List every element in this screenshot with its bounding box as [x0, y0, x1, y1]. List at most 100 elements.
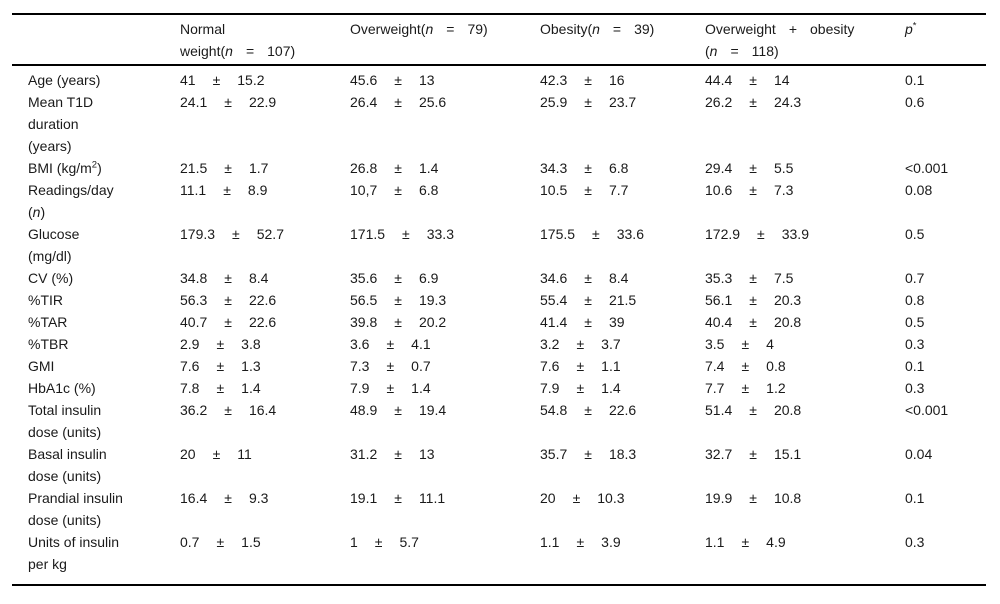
value-cell: 35.3 ±7.5: [705, 267, 905, 289]
plus-minus-sign: ±: [576, 380, 585, 396]
mean-value: 172.9: [705, 226, 741, 242]
p-value-cell: 0.3: [905, 333, 986, 355]
row-label-text: Age (years): [28, 72, 101, 88]
row-label-text: Readings/day: [28, 182, 114, 198]
row-label-text: n: [32, 204, 41, 220]
row-label-text: ): [97, 160, 102, 176]
row-label-line: Age (years): [28, 69, 180, 91]
row-label-text: per kg: [28, 556, 67, 572]
row-label: BMI (kg/m2): [28, 157, 180, 179]
table-body: Age (years) 41 ±15.2 45.6 ±13 42.3 ±16 44.4 ±14 0…: [12, 66, 986, 584]
value-cell: 7.6 ±1.3: [180, 355, 350, 377]
plus-minus-sign: ±: [232, 226, 240, 242]
row-label-line: %TBR: [28, 333, 180, 355]
mean-value: 32.7: [705, 446, 733, 462]
mean-value: 7.4: [705, 358, 725, 374]
header-text: Normal: [180, 21, 226, 37]
p-value-cell: 0.1: [905, 69, 986, 91]
value-cell: 34.3 ±6.8: [540, 157, 705, 179]
p-value-cell: 0.08: [905, 179, 986, 201]
sd-value: 15.2: [237, 72, 265, 88]
plus-minus-sign: ±: [224, 292, 232, 308]
row-label-line: duration: [28, 113, 180, 135]
table-header-row: Normal weight(n = 107) Overweight(n = 79) Obesi…: [12, 15, 986, 64]
mean-value: 45.6: [350, 72, 378, 88]
row-label-text: 2: [91, 159, 98, 171]
row-label-line: %TIR: [28, 289, 180, 311]
sd-value: 5.5: [773, 160, 794, 176]
plus-minus-sign: ±: [402, 226, 410, 242]
sd-value: 8.4: [248, 270, 269, 286]
row-label: Readings/day (n): [28, 179, 180, 223]
mean-value: 7.6: [180, 358, 200, 374]
header-token: =: [246, 40, 254, 62]
sd-value: 8.4: [608, 270, 629, 286]
mean-value: 7.6: [540, 358, 560, 374]
row-label-text: BMI (kg/m: [28, 160, 92, 176]
value-cell: 29.4 ±5.5: [705, 157, 905, 179]
header-token: obesity: [810, 18, 854, 40]
value-cell: 56.5 ±19.3: [350, 289, 540, 311]
plus-minus-sign: ±: [749, 270, 757, 286]
value-cell: 26.2 ±24.3: [705, 91, 905, 113]
row-label: GMI: [28, 355, 180, 377]
row-label-text: (years): [28, 138, 72, 154]
plus-minus-sign: ±: [749, 446, 757, 462]
mean-value: 11.1: [180, 182, 207, 198]
table-row: Units of insulin per kg 0.7 ±1.5 1 ±5.7 1.1 ±3.…: [12, 531, 986, 575]
plus-minus-sign: ±: [394, 314, 402, 330]
sd-value: 15.1: [773, 446, 802, 462]
sd-value: 8.9: [247, 182, 268, 198]
value-cell: 7.8 ±1.4: [180, 377, 350, 399]
value-cell: 7.9 ±1.4: [350, 377, 540, 399]
sd-value: 3.9: [601, 534, 621, 550]
row-label-line: Basal insulin: [28, 443, 180, 465]
mean-value: 40.4: [705, 314, 733, 330]
value-cell: 24.1 ±22.9: [180, 91, 350, 113]
mean-value: 36.2: [180, 402, 208, 418]
value-cell: 16.4 ±9.3: [180, 487, 350, 509]
sd-value: 22.6: [248, 292, 277, 308]
sd-value: 10.8: [773, 490, 802, 506]
sd-value: 3.8: [241, 336, 261, 352]
header-line: (n = 118): [705, 40, 905, 62]
plus-minus-sign: ±: [224, 270, 232, 286]
p-value: 0.04: [905, 446, 933, 462]
plus-minus-sign: ±: [216, 358, 225, 374]
row-label-text: ): [40, 204, 46, 220]
row-label-text: Prandial insulin: [28, 490, 123, 506]
row-label-text: duration: [28, 116, 79, 132]
mean-value: 56.3: [180, 292, 208, 308]
sd-value: 24.3: [773, 94, 802, 110]
row-label-text: Total insulin: [28, 402, 102, 418]
sd-value: 22.6: [608, 402, 637, 418]
table-row: HbA1c (%) 7.8 ±1.4 7.9 ±1.4 7.9 ±1.4 7.7 ±1.2 0.3: [12, 377, 986, 399]
value-cell: 0.7 ±1.5: [180, 531, 350, 553]
plus-minus-sign: ±: [224, 490, 232, 506]
header-text: Overweight: [705, 21, 776, 37]
header-token: weight(n: [180, 40, 233, 62]
sd-value: 20.8: [773, 314, 802, 330]
mean-value: 51.4: [705, 402, 733, 418]
plus-minus-sign: ±: [749, 182, 757, 198]
row-label-line: CV (%): [28, 267, 180, 289]
row-label: CV (%): [28, 267, 180, 289]
value-cell: 34.8 ±8.4: [180, 267, 350, 289]
header-text: (: [705, 43, 710, 59]
row-label: %TBR: [28, 333, 180, 355]
value-cell: 40.7 ±22.6: [180, 311, 350, 333]
plus-minus-sign: ±: [749, 94, 757, 110]
mean-value: 171.5: [350, 226, 386, 242]
mean-value: 44.4: [705, 72, 733, 88]
plus-minus-sign: ±: [592, 226, 600, 242]
sd-value: 18.3: [608, 446, 637, 462]
sd-value: 33.3: [426, 226, 454, 242]
value-cell: 7.7 ±1.2: [705, 377, 905, 399]
table-row: %TBR 2.9 ±3.8 3.6 ±4.1 3.2 ±3.7 3.5 ±4 0.3: [12, 333, 986, 355]
p-value: 0.08: [905, 182, 933, 198]
mean-value: 3.6: [350, 336, 370, 352]
row-label-line: Readings/day: [28, 179, 180, 201]
row-label-text: Units of insulin: [28, 534, 120, 550]
row-label-text: %TBR: [28, 336, 69, 352]
mean-value: 39.8: [350, 314, 378, 330]
